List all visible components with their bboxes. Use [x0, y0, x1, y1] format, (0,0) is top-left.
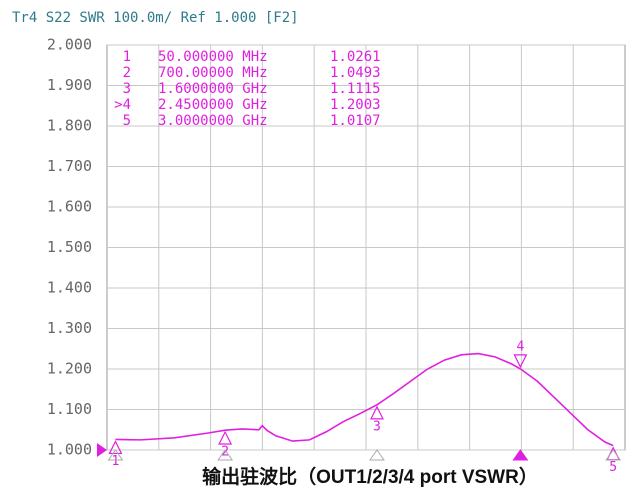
y-tick-label: 1.300: [47, 319, 92, 337]
marker-axis-pointer: [107, 449, 124, 461]
y-tick-label: 2.000: [47, 36, 92, 54]
marker-axis-pointer: [512, 449, 529, 461]
y-tick-label: 1.900: [47, 76, 92, 94]
y-tick-label: 1.000: [47, 441, 92, 459]
marker-value: 1.1115: [330, 81, 381, 97]
marker-number: 3: [123, 81, 131, 97]
marker-label: 1: [112, 454, 120, 469]
ref-arrow: [97, 443, 107, 457]
marker-frequency: 1.6000000 GHz: [158, 81, 268, 97]
marker-number: 1: [123, 49, 131, 65]
marker: [218, 430, 233, 445]
trace: [115, 352, 614, 447]
marker-number: >4: [114, 97, 131, 113]
marker-frequency: 50.000000 MHz: [158, 49, 268, 65]
marker-number: 2: [123, 65, 131, 81]
marker-frequency: 3.0000000 GHz: [158, 113, 268, 129]
marker-number: 5: [123, 113, 131, 129]
marker-value: 1.2003: [330, 97, 381, 113]
y-tick-label: 1.200: [47, 360, 92, 378]
marker-value: 1.0261: [330, 49, 381, 65]
y-tick-label: 1.100: [47, 400, 92, 418]
marker-frequency: 700.00000 MHz: [158, 65, 268, 81]
marker-label: 3: [373, 419, 381, 434]
y-tick-label: 1.800: [47, 117, 92, 135]
y-tick-label: 1.600: [47, 198, 92, 216]
marker-axis-pointer: [369, 449, 385, 461]
marker: [513, 354, 528, 369]
marker: [369, 405, 384, 420]
y-tick-label: 1.400: [47, 279, 92, 297]
marker-frequency: 2.4500000 GHz: [158, 97, 268, 113]
trace-header: Tr4 S22 SWR 100.0m/ Ref 1.000 [F2]: [12, 10, 299, 26]
caption: 输出驻波比（OUT1/2/3/4 port VSWR）: [202, 465, 538, 488]
marker-label: 2: [221, 445, 229, 460]
marker-value: 1.0107: [330, 113, 381, 129]
y-tick-label: 1.700: [47, 157, 92, 175]
marker-label: 5: [609, 460, 617, 475]
marker-axis-pointer: [217, 449, 234, 461]
marker: [108, 440, 123, 455]
y-tick-label: 1.500: [47, 238, 92, 256]
marker-axis-pointer: [605, 449, 622, 461]
marker-label: 4: [516, 339, 524, 354]
marker-value: 1.0493: [330, 65, 381, 81]
